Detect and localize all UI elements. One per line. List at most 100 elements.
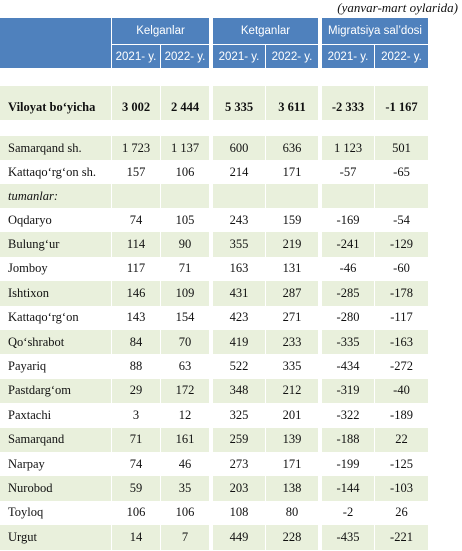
cell: -2 [322,500,374,526]
cell: -188 [322,427,374,452]
cell: 3 002 [112,95,160,120]
cell: 143 [112,305,160,330]
row-label: Kattaqo‘rg‘on [0,305,111,330]
cell: -125 [375,452,428,477]
cell: 212 [266,378,318,404]
cell: 449 [213,525,265,550]
cell: -280 [322,305,374,330]
cell: 1 137 [161,136,209,160]
cell: 203 [213,476,265,501]
cell: 106 [112,500,160,526]
cell: 29 [112,378,160,404]
cell: 355 [213,232,265,257]
row-label: Narpay [0,452,111,477]
cell: 163 [213,256,265,282]
cell: 3 [112,403,160,428]
cell: 600 [213,136,265,160]
row-label: Ishtixon [0,281,111,306]
row-bg [161,86,209,95]
cell: 71 [161,256,209,282]
cell: -221 [375,525,428,550]
row-label: Bulung‘ur [0,232,111,257]
header-cell [0,18,111,68]
cell: -199 [322,452,374,477]
cell: 348 [213,378,265,404]
cell: 88 [112,354,160,379]
cell: 26 [375,500,428,526]
cell: 3 611 [266,95,318,120]
cell: 90 [161,232,209,257]
cell: 157 [112,160,160,184]
cell: 1 723 [112,136,160,160]
note: (yanvar-mart oylarida) [337,0,458,15]
cell: -434 [322,354,374,379]
cell: 46 [161,452,209,477]
cell: -435 [322,525,374,550]
cell: 5 335 [213,95,265,120]
cell: 117 [112,256,160,282]
cell: 2 444 [161,95,209,120]
row-label: Payariq [0,354,111,379]
row-label: Kattaqo‘rg‘on sh. [0,160,111,184]
row-label: Toyloq [0,500,111,526]
row-bg [112,86,160,95]
cell: -178 [375,281,428,306]
cell: -57 [322,160,374,184]
cell: 171 [266,452,318,477]
cell: -322 [322,403,374,428]
cell: 335 [266,354,318,379]
cell: 172 [161,378,209,404]
row-label: Urgut [0,525,111,550]
cell: 74 [112,452,160,477]
cell: 139 [266,427,318,452]
cell: -129 [375,232,428,257]
group-header: Kelganlar [112,18,209,44]
cell: 154 [161,305,209,330]
cell: 70 [161,330,209,355]
row-label: Qo‘shrabot [0,330,111,355]
cell: 431 [213,281,265,306]
year-header: 2021- y. [112,45,160,68]
cell: -2 333 [322,95,374,120]
cell: -40 [375,378,428,404]
cell: 22 [375,427,428,452]
cell: 228 [266,525,318,550]
cell: 109 [161,281,209,306]
row-label: Oqdaryo [0,208,111,233]
cell [322,184,374,208]
row-label: Jomboy [0,256,111,282]
cell: 159 [266,208,318,233]
cell: -163 [375,330,428,355]
year-header: 2021- y. [213,45,265,68]
cell [266,184,318,208]
cell: -319 [322,378,374,404]
cell: -54 [375,208,428,233]
cell: 74 [112,208,160,233]
cell: 1 123 [322,136,374,160]
cell: -285 [322,281,374,306]
cell: 419 [213,330,265,355]
cell: 325 [213,403,265,428]
cell: 63 [161,354,209,379]
cell [161,184,209,208]
cell: -169 [322,208,374,233]
cell: -1 167 [375,95,428,120]
cell: 161 [161,427,209,452]
cell: 106 [161,160,209,184]
cell: 106 [161,500,209,526]
cell: 80 [266,500,318,526]
cell: -117 [375,305,428,330]
cell: -60 [375,256,428,282]
cell: 233 [266,330,318,355]
cell [213,184,265,208]
cell: 138 [266,476,318,501]
cell: 35 [161,476,209,501]
row-bg [0,86,111,95]
cell: 171 [266,160,318,184]
cell: 219 [266,232,318,257]
row-label: Samarqand [0,427,111,452]
group-header: Migratsiya sal’dosi [322,18,428,44]
cell: 84 [112,330,160,355]
row-label: Paxtachi [0,403,111,428]
